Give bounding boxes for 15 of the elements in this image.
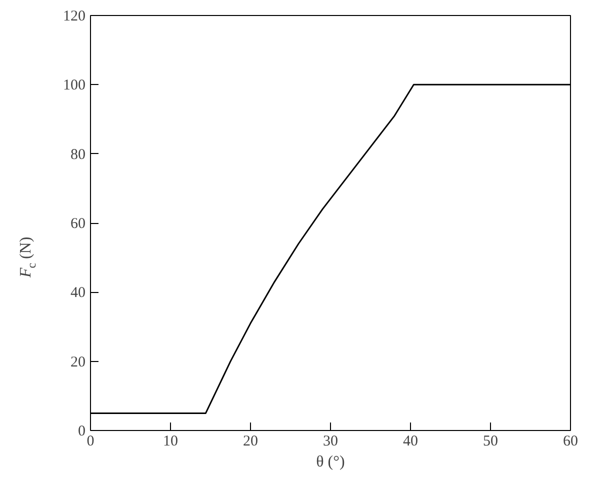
y-tick-label: 100 [63,78,86,94]
y-tick-label: 40 [70,285,86,302]
y-tick-label: 20 [70,354,86,370]
x-tick-label: 10 [163,434,178,450]
y-axis-title: Fc (N) [18,236,38,278]
x-tick-label: 30 [323,434,338,450]
y-tick-label: 120 [63,8,86,24]
y-tick-label: 0 [78,424,86,440]
x-tick-label: 20 [243,434,258,450]
x-tick-label: 60 [563,434,578,450]
x-tick-label: 40 [403,434,418,450]
y-tick-label: 80 [70,146,86,163]
y-tick-label: 60 [70,216,86,232]
x-axis-title: θ (°) [316,454,345,470]
x-tick-label: 50 [483,434,498,450]
